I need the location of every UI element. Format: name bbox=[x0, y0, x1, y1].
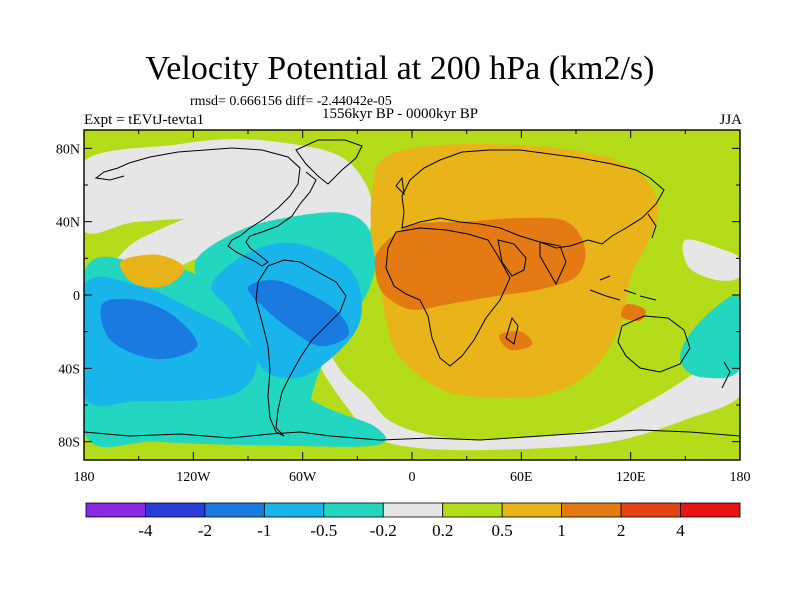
y-tick-label: 40N bbox=[56, 216, 80, 231]
colorbar-label: -2 bbox=[198, 521, 212, 540]
experiment-label: Expt = tEVtJ-tevta1 bbox=[84, 112, 205, 128]
x-tick-label: 0 bbox=[409, 470, 416, 485]
colorbar: -4 -2 -1 -0.5 -0.2 0.2 0.5 1 2 4 bbox=[85, 502, 741, 540]
contour-region-neutral-patch-east bbox=[682, 239, 740, 281]
colorbar-box bbox=[85, 502, 146, 518]
contour-region-weak-negative-east bbox=[680, 295, 740, 379]
coastline-antarctica bbox=[84, 429, 740, 441]
coastline-japan bbox=[647, 213, 657, 239]
colorbar-label: -4 bbox=[138, 521, 153, 540]
colorbar-box bbox=[442, 502, 503, 518]
coastline-africa bbox=[385, 227, 511, 367]
coastline-eurasia bbox=[401, 149, 665, 249]
stats-text: rmsd= 0.666156 diff= -2.44042e-05 bbox=[190, 94, 392, 109]
colorbar-label: -0.5 bbox=[310, 521, 337, 540]
contour-region-strong-negative-pacific bbox=[100, 298, 198, 360]
colorbar-label: 0.2 bbox=[432, 521, 453, 540]
map-area bbox=[84, 130, 740, 460]
contour-region-moderate-positive-indonesia bbox=[620, 303, 646, 322]
coastline-north-america bbox=[128, 147, 317, 267]
colorbar-label: -1 bbox=[257, 521, 271, 540]
colorbar-box bbox=[501, 502, 563, 518]
contour-region-moderate-positive-africa-asia bbox=[374, 217, 586, 310]
colorbar-box bbox=[323, 502, 384, 518]
coastline-new-zealand bbox=[721, 361, 731, 389]
colorbar-box bbox=[204, 502, 265, 518]
y-tick-label: 80N bbox=[56, 142, 80, 157]
colorbar-box bbox=[561, 502, 622, 518]
coastline-indonesia bbox=[589, 275, 657, 301]
colorbar-box bbox=[382, 502, 444, 518]
coastline-greenland bbox=[295, 139, 363, 185]
x-tick-label: 180 bbox=[730, 470, 751, 485]
colorbar-box bbox=[620, 502, 681, 518]
coastline-arabia bbox=[497, 239, 527, 277]
contour-region-moderate-positive-south bbox=[499, 331, 533, 351]
colorbar-box bbox=[145, 502, 206, 518]
x-tick-label: 180 bbox=[74, 470, 95, 485]
x-tick-label: 120W bbox=[176, 470, 211, 485]
colorbar-label: 4 bbox=[676, 521, 685, 540]
coastline-south-america bbox=[255, 259, 347, 437]
coastline-madagascar bbox=[505, 316, 519, 345]
colorbar-label: -0.2 bbox=[370, 521, 397, 540]
plot-title: Velocity Potential at 200 hPa (km2/s) bbox=[145, 50, 655, 87]
coastline-india bbox=[539, 241, 567, 286]
contour-fills bbox=[84, 139, 740, 451]
colorbar-box bbox=[263, 502, 325, 518]
colorbar-label: 2 bbox=[617, 521, 626, 540]
x-tick-label: 60E bbox=[510, 470, 533, 485]
x-tick-label: 60W bbox=[289, 470, 317, 485]
contour-region-strong-negative-atlantic bbox=[247, 280, 350, 347]
coastline-alaska bbox=[94, 162, 130, 181]
coastlines bbox=[84, 139, 740, 441]
coastline-uk bbox=[395, 176, 405, 196]
colorbar-box bbox=[680, 502, 741, 518]
y-tick-label: 0 bbox=[73, 289, 80, 304]
contour-region-weak-positive-pacific bbox=[119, 254, 185, 288]
coastline-australia bbox=[617, 315, 691, 373]
y-tick-label: 80S bbox=[58, 436, 80, 451]
y-tick-label: 40S bbox=[58, 362, 80, 377]
colorbar-label: 0.5 bbox=[492, 521, 513, 540]
season-label: JJA bbox=[719, 112, 742, 128]
axis-ticks: 180 120W 60W 0 60E 120E 180 80N 40N 0 40S 80S bbox=[56, 130, 751, 485]
x-tick-label: 120E bbox=[616, 470, 646, 485]
colorbar-label: 1 bbox=[557, 521, 566, 540]
period-label: 1556kyr BP - 0000kyr BP bbox=[322, 106, 479, 122]
